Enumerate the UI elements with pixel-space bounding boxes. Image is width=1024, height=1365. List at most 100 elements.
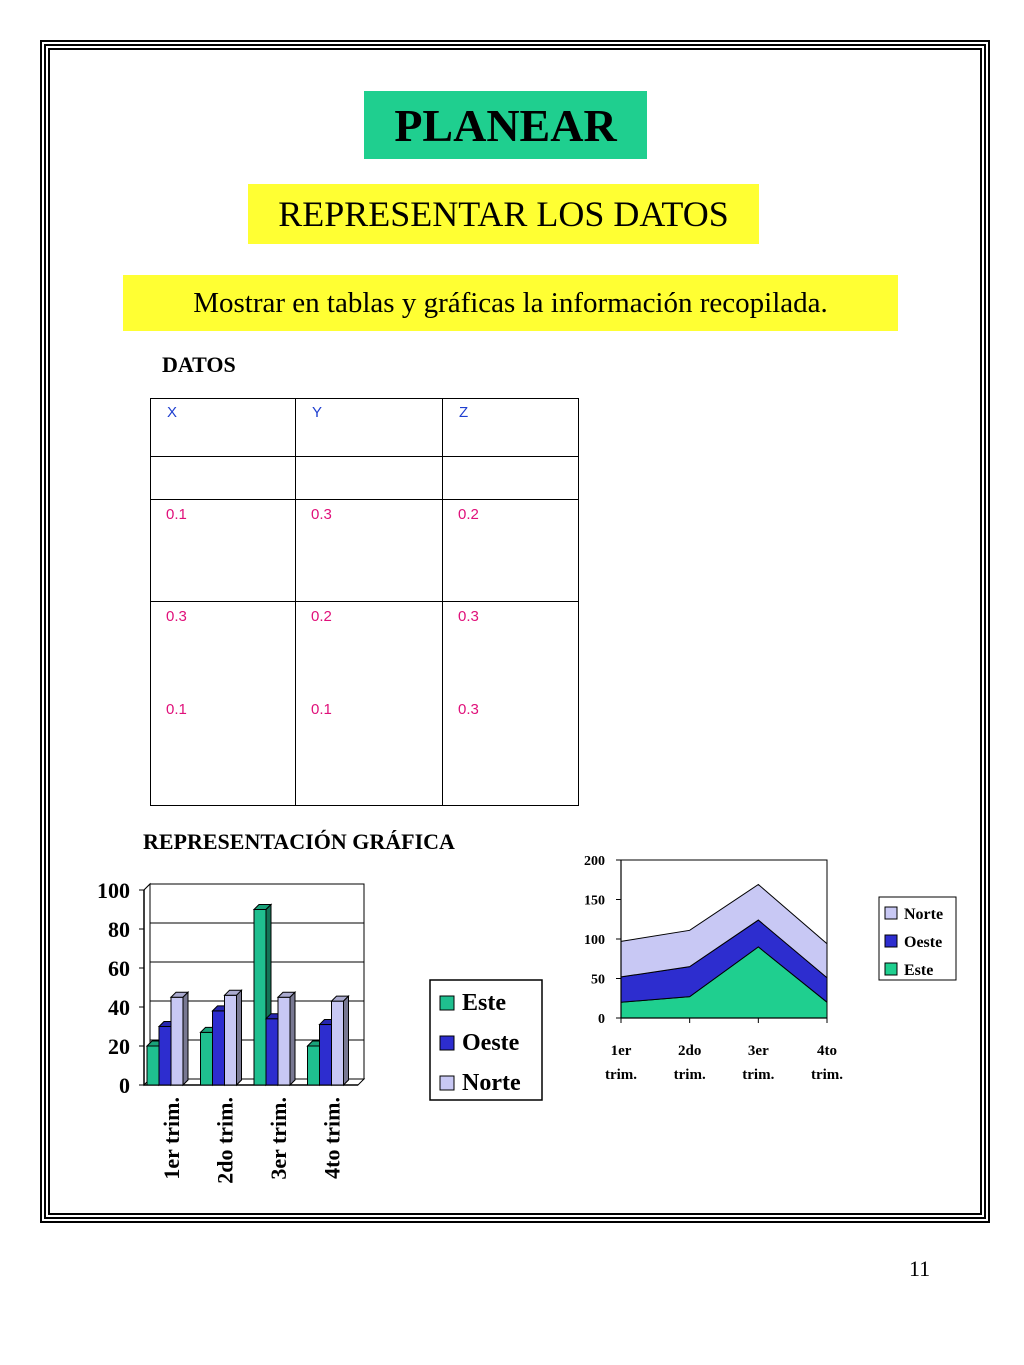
- header-z: Z: [459, 404, 469, 421]
- x-tick-label-line: 3er: [748, 1043, 769, 1059]
- datos-label: DATOS: [162, 352, 236, 377]
- section-description: Mostrar en tablas y gráficas la informac…: [123, 275, 898, 331]
- header-x: X: [167, 404, 178, 421]
- bar-side: [236, 989, 242, 1087]
- table-cell: 0.3 0.3: [442, 601, 579, 806]
- legend-swatch: [439, 995, 455, 1011]
- bar-front: [331, 1000, 344, 1086]
- x-tick-label: 1er trim.: [159, 1097, 184, 1180]
- x-tick-label-line: trim.: [742, 1067, 774, 1083]
- legend-label: Oeste: [462, 1030, 520, 1056]
- table-cell: [150, 456, 296, 500]
- page-border-outer: [40, 40, 990, 1223]
- x-tick-label: 4to trim.: [811, 1043, 843, 1083]
- x-tick-label-line: 4to: [817, 1043, 837, 1059]
- table-cell: [295, 456, 443, 500]
- legend-label: Norte: [462, 1070, 521, 1096]
- area-chart: 0 50 100 150 200 1er trim. 2do trim. 3er trim. 4to t…: [584, 854, 957, 1083]
- bar-front: [253, 909, 267, 1086]
- cell-value: 0.2: [458, 506, 479, 523]
- legend-swatch: [439, 1035, 455, 1051]
- table-header-cell: X: [150, 398, 296, 457]
- table-cell: 0.2 0.1: [295, 601, 443, 806]
- bar-side: [343, 994, 349, 1087]
- table-cell: 0.2: [442, 499, 579, 602]
- x-tick-label-line: trim.: [674, 1067, 706, 1083]
- bar-front: [200, 1031, 213, 1086]
- legend-label: Este: [462, 990, 506, 1016]
- y-tick-label: 100: [584, 933, 605, 948]
- page-title: PLANEAR: [364, 91, 647, 159]
- header-y: Y: [312, 404, 323, 421]
- table-cell: 0.3 0.1: [150, 601, 296, 806]
- table-header-cell: Y: [295, 398, 443, 457]
- x-tick-label-line: trim.: [811, 1067, 843, 1083]
- bar-front: [224, 994, 237, 1086]
- x-tick-label: 2do trim.: [674, 1043, 706, 1083]
- bar-side: [182, 991, 189, 1087]
- legend-swatch: [884, 906, 898, 920]
- y-tick-label: 20: [108, 1034, 130, 1059]
- legend-label: Norte: [904, 906, 943, 923]
- cell-value: 0.3: [311, 506, 332, 523]
- table-cell: 0.1: [150, 499, 296, 602]
- page-border-inner: [48, 48, 982, 1215]
- bar-front: [307, 1045, 320, 1086]
- page-border-middle: [44, 44, 986, 1219]
- bar-norte: [276, 991, 297, 1087]
- table-row: 0.1 0.3 0.2: [150, 499, 579, 602]
- legend-label: Este: [904, 962, 933, 979]
- cell-value: 0.3: [166, 608, 187, 625]
- x-tick-label: 3er trim.: [742, 1043, 774, 1083]
- y-tick-label: 150: [584, 894, 605, 909]
- x-tick-label: 2do trim.: [212, 1097, 237, 1184]
- y-tick-label: 0: [598, 1012, 605, 1027]
- cell-value: 0.2: [311, 608, 332, 625]
- legend-swatch: [884, 962, 898, 976]
- x-tick-label: 3er trim.: [266, 1097, 291, 1180]
- legend-swatch: [439, 1075, 455, 1091]
- y-tick-label: 200: [584, 854, 605, 869]
- table-cell: [442, 456, 579, 500]
- x-tick-label-line: 1er: [611, 1043, 632, 1059]
- bar-front: [319, 1024, 332, 1086]
- cell-value: 0.1: [311, 701, 332, 718]
- legend-swatch: [884, 934, 898, 948]
- bar-front: [277, 996, 291, 1086]
- cell-value: 0.1: [166, 506, 187, 523]
- table-row: 0.3 0.1 0.2 0.1 0.3 0.3: [150, 601, 579, 806]
- y-tick-label: 50: [591, 973, 605, 988]
- x-tick-label-line: 2do: [678, 1043, 701, 1059]
- data-table: X Y Z 0.1 0.3 0.2 0.3 0.1 0.2 0.1 0.3 0.3: [150, 398, 579, 806]
- bar-front: [265, 1018, 279, 1086]
- bar-front: [158, 1026, 172, 1086]
- cell-value: 0.1: [166, 701, 187, 718]
- cell-value: 0.3: [458, 608, 479, 625]
- cell-value: 0.3: [458, 701, 479, 718]
- table-header-cell: Z: [442, 398, 579, 457]
- section-subtitle: REPRESENTAR LOS DATOS: [248, 184, 759, 244]
- y-tick-label: 0: [119, 1073, 130, 1098]
- bar-side: [289, 991, 296, 1087]
- area-norte: [620, 883, 828, 979]
- y-tick-label: 100: [97, 878, 130, 903]
- table-cell: 0.3: [295, 499, 443, 602]
- page-number: 11: [909, 1256, 931, 1281]
- y-tick-label: 60: [108, 956, 130, 981]
- y-tick-label: 40: [108, 995, 130, 1020]
- x-tick-label: 1er trim.: [605, 1043, 637, 1083]
- bar-norte: [169, 991, 190, 1087]
- bar-norte: [223, 989, 243, 1087]
- legend-label: Oeste: [904, 934, 942, 951]
- y-tick-label: 80: [108, 917, 130, 942]
- x-tick-label: 4to trim.: [319, 1097, 344, 1179]
- bar-front: [212, 1010, 225, 1086]
- bar-front: [146, 1045, 160, 1086]
- graph-label: REPRESENTACIÓN GRÁFICA: [143, 829, 455, 854]
- bar-chart: 0 20 40 60 80 100 1er trim. 2do trim. 3er trim. 4…: [97, 878, 543, 1184]
- table-header-row: X Y Z: [150, 398, 579, 457]
- table-row: [150, 456, 579, 500]
- bar-front: [170, 996, 184, 1086]
- x-tick-label-line: trim.: [605, 1067, 637, 1083]
- bar-norte: [330, 994, 350, 1087]
